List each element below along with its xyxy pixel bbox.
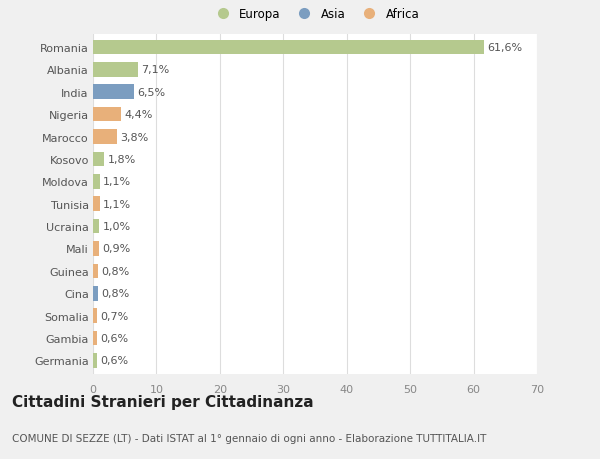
Text: 4,4%: 4,4% bbox=[124, 110, 152, 120]
Bar bbox=[93, 219, 100, 234]
Text: 0,7%: 0,7% bbox=[101, 311, 129, 321]
Bar bbox=[93, 197, 100, 212]
Bar bbox=[93, 63, 138, 78]
Text: COMUNE DI SEZZE (LT) - Dati ISTAT al 1° gennaio di ogni anno - Elaborazione TUTT: COMUNE DI SEZZE (LT) - Dati ISTAT al 1° … bbox=[12, 433, 487, 442]
Bar bbox=[93, 286, 98, 301]
Bar bbox=[93, 130, 117, 145]
Text: 1,8%: 1,8% bbox=[107, 155, 136, 165]
Legend: Europa, Asia, Africa: Europa, Asia, Africa bbox=[211, 8, 419, 21]
Text: 1,1%: 1,1% bbox=[103, 177, 131, 187]
Bar bbox=[93, 40, 484, 55]
Text: 0,6%: 0,6% bbox=[100, 333, 128, 343]
Text: 7,1%: 7,1% bbox=[141, 65, 169, 75]
Text: 3,8%: 3,8% bbox=[120, 132, 149, 142]
Bar bbox=[93, 152, 104, 167]
Bar bbox=[93, 242, 99, 256]
Bar bbox=[93, 309, 97, 323]
Bar bbox=[93, 174, 100, 189]
Text: 1,1%: 1,1% bbox=[103, 199, 131, 209]
Bar bbox=[93, 353, 97, 368]
Text: 0,8%: 0,8% bbox=[101, 266, 130, 276]
Text: 0,9%: 0,9% bbox=[102, 244, 130, 254]
Text: 0,8%: 0,8% bbox=[101, 289, 130, 299]
Bar bbox=[93, 107, 121, 122]
Text: 0,6%: 0,6% bbox=[100, 356, 128, 366]
Text: 6,5%: 6,5% bbox=[137, 88, 166, 97]
Bar bbox=[93, 331, 97, 346]
Bar bbox=[93, 85, 134, 100]
Text: 61,6%: 61,6% bbox=[487, 43, 522, 53]
Bar bbox=[93, 264, 98, 279]
Text: Cittadini Stranieri per Cittadinanza: Cittadini Stranieri per Cittadinanza bbox=[12, 394, 314, 409]
Text: 1,0%: 1,0% bbox=[103, 222, 131, 232]
